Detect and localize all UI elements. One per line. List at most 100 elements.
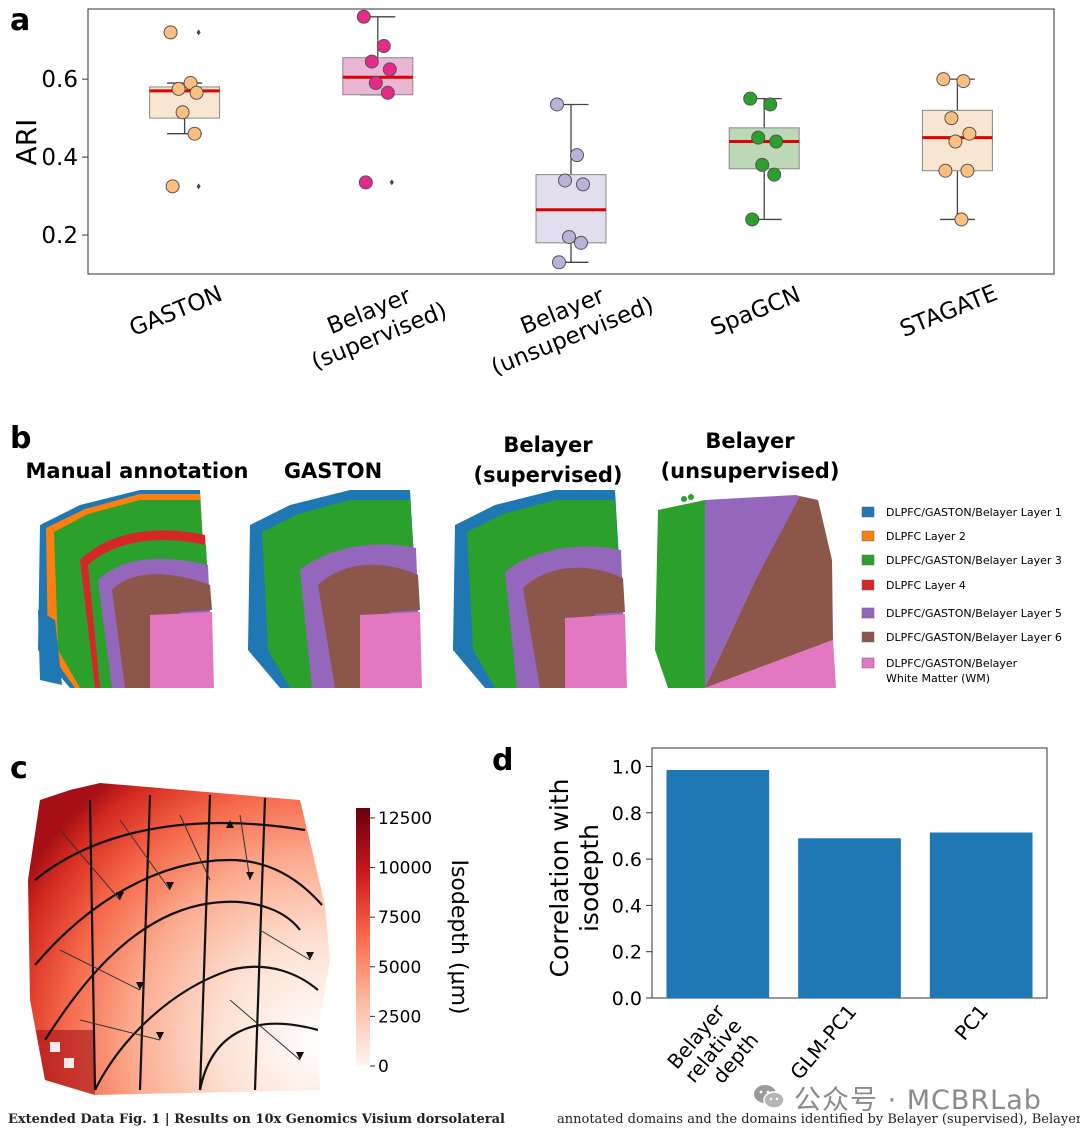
- data-point: [763, 97, 778, 112]
- bar: [929, 832, 1033, 998]
- y-tick-label: 1.0: [612, 757, 642, 779]
- data-point: [376, 39, 391, 54]
- data-point: [938, 163, 953, 178]
- legend-label: DLPFC/GASTON/Belayer Layer 5: [886, 607, 1062, 620]
- legend-label: DLPFC/GASTON/Belayer Layer 3: [886, 554, 1062, 567]
- legend-swatch: [861, 554, 875, 566]
- data-point: [163, 25, 178, 40]
- legend-item: DLPFC/GASTON/Belayer Layer 5: [861, 607, 1062, 620]
- figure-caption-left: Extended Data Fig. 1 | Results on 10x Ge…: [8, 1112, 505, 1127]
- box-belayer-supervised-: [342, 9, 414, 190]
- data-point: [552, 255, 566, 270]
- legend-swatch: [861, 506, 875, 518]
- panel-label-b: b: [10, 421, 31, 456]
- y-tick-label: 0.8: [612, 803, 642, 825]
- caption-bold: Extended Data Fig. 1 | Results on 10x Ge…: [8, 1112, 505, 1127]
- axes-frame: [87, 8, 1055, 275]
- panel-label-a: a: [10, 3, 30, 38]
- legend-item: DLPFC/GASTON/Belayer Layer 6: [861, 631, 1062, 644]
- map-title: Belayer (supervised): [474, 433, 623, 487]
- data-point: [165, 179, 180, 194]
- x-tick-label: SpaGCN: [707, 282, 804, 341]
- data-point: [356, 9, 371, 24]
- data-point: [956, 74, 971, 89]
- tissue-map-manual-annotation: [38, 490, 214, 688]
- watermark: 公众号 · MCBRLab: [752, 1080, 1042, 1116]
- tissue-map-belayer-unsupervised: [655, 494, 836, 688]
- data-point: [936, 72, 951, 87]
- bar: [666, 769, 770, 998]
- legend-label: DLPFC/GASTON/Belayer Layer 6: [886, 631, 1062, 644]
- bar: [798, 838, 901, 998]
- colorbar-tick-label: 12500: [378, 809, 432, 829]
- data-point: [558, 173, 572, 188]
- data-point: [767, 167, 782, 182]
- map-title: Manual annotation: [26, 459, 249, 483]
- y-tick-label: 0.6: [612, 849, 642, 871]
- colorbar-tick-label: 5000: [378, 958, 421, 978]
- tissue-map-gaston: [248, 490, 422, 688]
- data-point: [187, 126, 202, 141]
- data-point: [382, 62, 397, 77]
- x-tick-label: GASTON: [126, 281, 226, 342]
- wechat-icon: [754, 1085, 785, 1109]
- legend-label: DLPFC/GASTON/Belayer White Matter (WM): [886, 657, 1018, 685]
- colorbar-tick-label: 0: [378, 1057, 389, 1077]
- legend-item: DLPFC Layer 4: [861, 579, 966, 592]
- y-tick-label: 0.4: [612, 895, 642, 917]
- data-point: [769, 134, 784, 149]
- data-point: [751, 130, 766, 145]
- data-point: [954, 212, 969, 227]
- box-belayer-unsupervised-: [535, 97, 607, 270]
- legend-swatch: [861, 530, 875, 542]
- map-title: GASTON: [284, 459, 382, 483]
- x-tick-label: GLM-PC1: [785, 1000, 861, 1084]
- data-point: [368, 76, 383, 91]
- legend-label: DLPFC Layer 2: [886, 530, 966, 543]
- outlier-marker: [196, 29, 201, 36]
- y-tick-label: 0.0: [612, 988, 642, 1010]
- figure-caption-right: annotated domains and the domains identi…: [557, 1112, 1080, 1127]
- data-point: [380, 85, 395, 100]
- legend-item: DLPFC Layer 2: [861, 530, 966, 543]
- x-tick-label: Belayer(supervised): [298, 273, 451, 376]
- watermark-text: 公众号 · MCBRLab: [794, 1084, 1042, 1116]
- y-axis-label: ARI: [10, 119, 43, 166]
- data-point: [358, 175, 373, 190]
- legend-swatch: [861, 607, 875, 619]
- panel-label-d: d: [492, 743, 513, 778]
- colorbar-tick-label: 10000: [378, 859, 432, 879]
- data-point: [576, 177, 590, 192]
- data-point: [944, 111, 959, 126]
- legend-item: DLPFC/GASTON/Belayer Layer 3: [861, 554, 1062, 567]
- panel-label-c: c: [10, 751, 28, 786]
- outlier-marker: [196, 183, 201, 190]
- data-point: [570, 148, 584, 163]
- legend-swatch: [861, 631, 875, 643]
- y-tick-label: 0.4: [41, 145, 78, 171]
- data-point: [574, 235, 588, 250]
- colorbar-label: Isodepth (μm): [446, 859, 471, 1014]
- legend-label: DLPFC Layer 4: [886, 579, 966, 592]
- data-point: [755, 157, 770, 172]
- data-point: [745, 212, 760, 227]
- y-axis-label: Correlation withisodepth: [545, 779, 604, 978]
- data-point: [562, 229, 576, 244]
- y-tick-label: 0.2: [612, 942, 642, 964]
- x-tick-label: Belayer(unsupervised): [477, 267, 657, 381]
- data-point: [550, 97, 564, 112]
- legend-swatch: [861, 657, 875, 669]
- data-point: [364, 54, 379, 69]
- outlier-marker: [389, 179, 394, 186]
- data-point: [189, 85, 204, 100]
- data-point: [960, 163, 975, 178]
- x-tick-label: Belayerrelativedepth: [662, 999, 764, 1102]
- box-stagate: [921, 72, 993, 227]
- data-point: [743, 91, 758, 106]
- x-tick-label: PC1: [950, 1000, 993, 1045]
- data-point: [948, 134, 963, 149]
- legend-label: DLPFC/GASTON/Belayer Layer 1: [886, 506, 1062, 519]
- box-gaston: [149, 25, 221, 194]
- legend-item: DLPFC/GASTON/Belayer White Matter (WM): [861, 657, 1018, 685]
